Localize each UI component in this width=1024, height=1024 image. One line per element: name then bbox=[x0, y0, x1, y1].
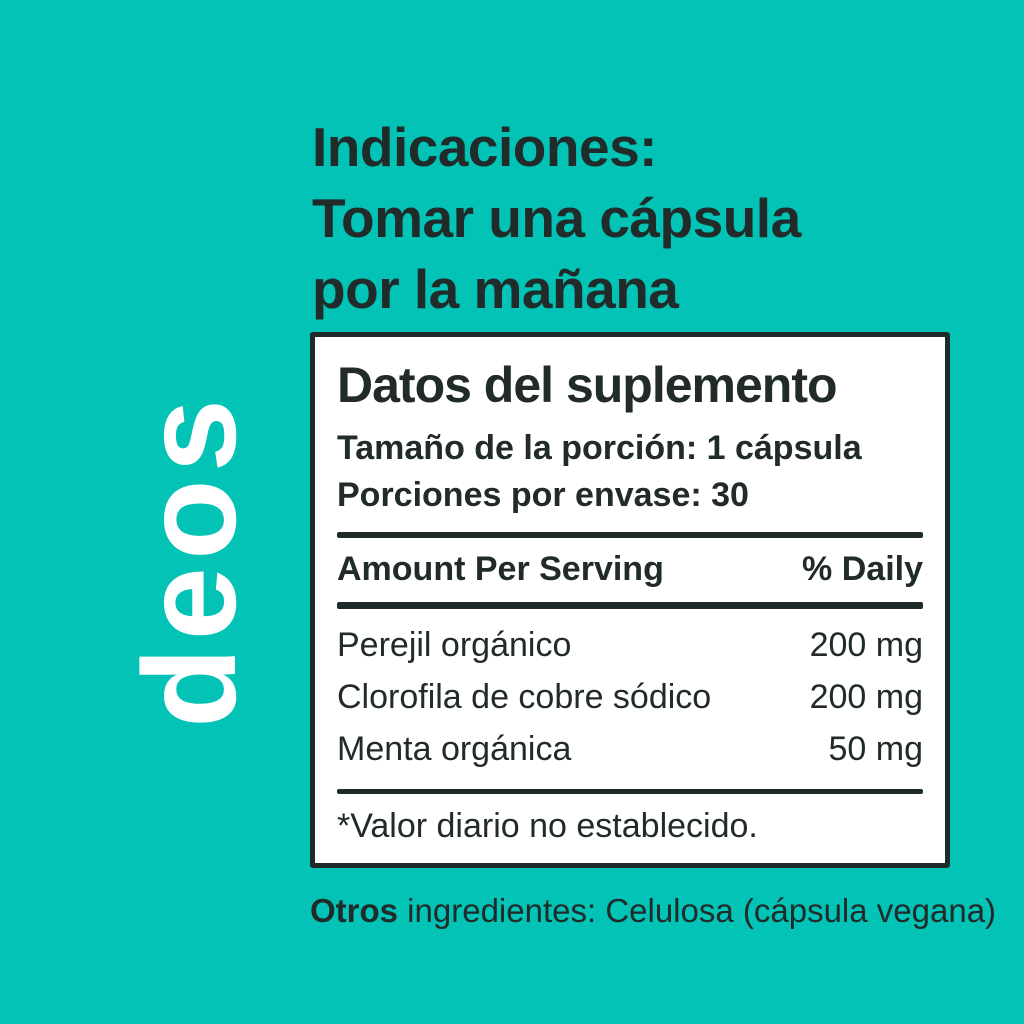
ingredient-amount: 200 mg bbox=[809, 626, 923, 664]
table-header-amount: Amount Per Serving bbox=[337, 550, 664, 588]
ingredient-name: Clorofila de cobre sódico bbox=[337, 678, 712, 716]
directions-line-1: Indicaciones: bbox=[312, 116, 657, 178]
other-ingredients-label: Otros bbox=[310, 892, 399, 929]
divider-rule-top bbox=[337, 532, 923, 538]
table-row: Menta orgánica 50 mg bbox=[337, 723, 923, 775]
directions-line-3: por la mañana bbox=[312, 258, 679, 320]
ingredient-amount: 200 mg bbox=[809, 678, 923, 716]
ingredient-amount: 50 mg bbox=[828, 730, 924, 768]
serving-size: Tamaño de la porción: 1 cápsula bbox=[337, 429, 862, 467]
supplement-facts-panel: Datos del suplemento Tamaño de la porció… bbox=[310, 332, 950, 868]
other-ingredients: Otros ingredientes: Celulosa (cápsula ve… bbox=[310, 890, 996, 932]
directions-line-2: Tomar una cápsula bbox=[312, 187, 801, 249]
table-row: Perejil orgánico 200 mg bbox=[337, 619, 923, 671]
servings-per-container: Porciones por envase: 30 bbox=[337, 476, 749, 514]
ingredient-name: Menta orgánica bbox=[337, 730, 572, 768]
daily-value-footnote: *Valor diario no establecido. bbox=[337, 807, 758, 845]
directions-text: Indicaciones: Tomar una cápsula por la m… bbox=[312, 112, 801, 325]
divider-rule-header bbox=[337, 602, 923, 609]
table-row: Clorofila de cobre sódico 200 mg bbox=[337, 671, 923, 723]
table-header-daily: % Daily bbox=[802, 550, 923, 588]
ingredient-name: Perejil orgánico bbox=[337, 626, 572, 664]
other-ingredients-text: ingredientes: Celulosa (cápsula vegana) bbox=[398, 892, 997, 929]
table-header-row: Amount Per Serving % Daily bbox=[337, 548, 923, 590]
divider-rule-bottom bbox=[337, 789, 923, 794]
panel-title: Datos del suplemento bbox=[337, 357, 838, 413]
brand-logo-vertical: deos bbox=[116, 391, 263, 729]
